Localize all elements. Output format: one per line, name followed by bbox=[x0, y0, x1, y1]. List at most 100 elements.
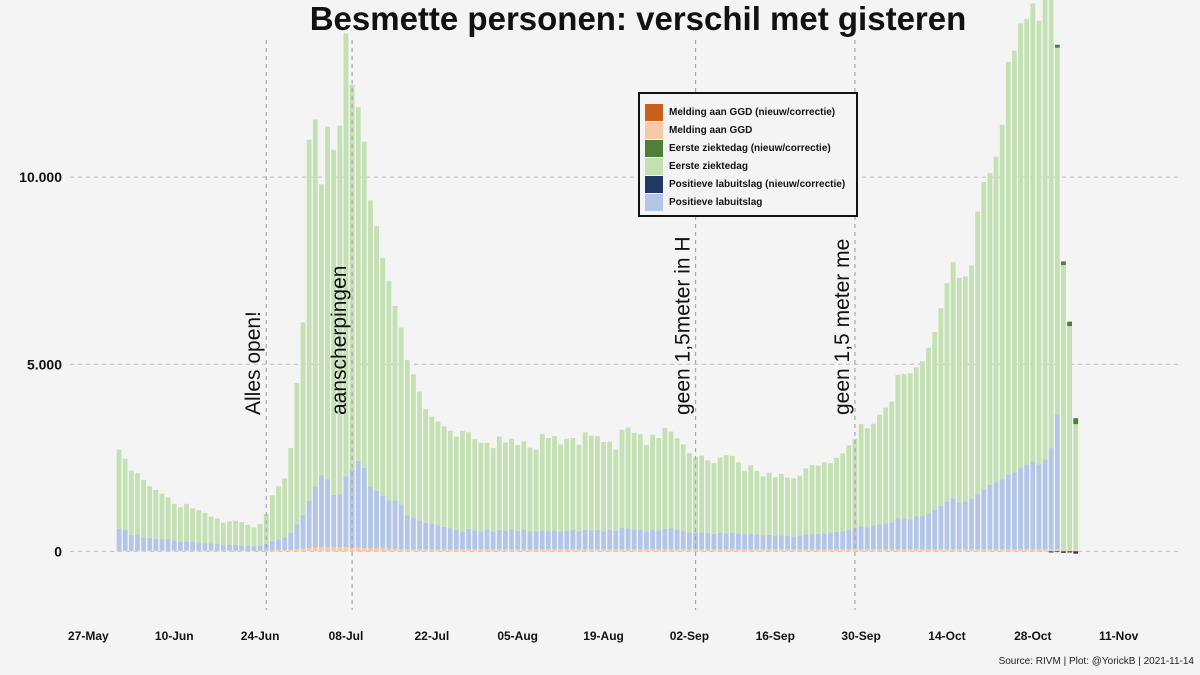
bar-pos_new bbox=[1048, 551, 1054, 553]
x-tick-label: 02-Sep bbox=[670, 629, 709, 643]
bar-ggd bbox=[515, 549, 521, 552]
bar-eerste bbox=[447, 430, 453, 529]
bar-eerste bbox=[877, 414, 882, 525]
bar-eerste bbox=[631, 432, 637, 530]
legend-item-pos-new: Positieve labuitslag (nieuw/correctie) bbox=[645, 175, 856, 193]
bar-eerste bbox=[411, 374, 416, 518]
annotations-layer: Alles open! aanscherpingen geen 1,5meter i… bbox=[242, 40, 856, 610]
bar-ggd bbox=[687, 549, 692, 552]
bar-ggd bbox=[595, 549, 600, 552]
bar-ggd bbox=[202, 550, 208, 552]
bar-ggd bbox=[220, 550, 226, 552]
bar-ggd bbox=[411, 549, 416, 552]
legend-item-ggd: Melding aan GGD bbox=[645, 121, 856, 139]
bar-eerste bbox=[539, 433, 545, 531]
bar-ggd bbox=[423, 549, 429, 552]
bar-eerste bbox=[527, 447, 533, 532]
bar-ggd bbox=[754, 549, 760, 552]
bar-ggd bbox=[294, 549, 300, 552]
bar-pos bbox=[920, 515, 925, 550]
bar-eerste bbox=[355, 107, 361, 461]
bar-pos bbox=[760, 535, 766, 550]
bar-ggd bbox=[558, 549, 563, 552]
bar-eerste bbox=[135, 473, 140, 535]
bar-ggd bbox=[325, 547, 330, 552]
bar-pos bbox=[539, 530, 545, 550]
bar-ggd bbox=[343, 547, 349, 552]
bar-pos bbox=[662, 528, 668, 550]
legend-item-eerste: Eerste ziektedag bbox=[645, 157, 856, 175]
bar-pos bbox=[907, 519, 913, 550]
x-tick-label: 30-Sep bbox=[841, 629, 880, 643]
bar-eerste bbox=[466, 432, 472, 529]
bar-pos bbox=[435, 525, 441, 550]
bar-ggd bbox=[521, 549, 527, 552]
bar-eerste bbox=[1018, 23, 1023, 468]
axis-layer: 0 5.000 10.000 27-May 10-Jun 24-Jun 08-Jul 22-J… bbox=[19, 169, 1139, 643]
bar-pos bbox=[325, 479, 330, 548]
bar-pos bbox=[650, 529, 655, 550]
bar-ggd bbox=[196, 550, 202, 552]
bar-eerste bbox=[785, 477, 790, 537]
bar-eerste bbox=[184, 503, 189, 542]
bar-ggd bbox=[791, 549, 797, 552]
bar-eerste bbox=[883, 407, 889, 524]
bar-ggd bbox=[821, 549, 827, 552]
bar-eerste bbox=[754, 470, 760, 535]
bar-eerste bbox=[190, 508, 196, 543]
bar-ggd bbox=[135, 550, 140, 552]
bar-eerste bbox=[588, 435, 594, 531]
bar-pos bbox=[687, 532, 692, 550]
bar-eerste bbox=[920, 361, 925, 516]
bar-eerste bbox=[423, 409, 429, 523]
bar-ggd bbox=[1067, 549, 1073, 552]
bar-ggd bbox=[723, 549, 729, 552]
legend-label-ggd-new: Melding aan GGD (nieuw/correctie) bbox=[669, 106, 836, 118]
bar-eerste_new bbox=[1054, 44, 1060, 48]
legend-label-eerste-new: Eerste ziektedag (nieuw/correctie) bbox=[669, 142, 831, 154]
bar-eerste bbox=[926, 347, 931, 514]
bar-eerste bbox=[380, 258, 386, 496]
bar-eerste bbox=[668, 431, 674, 529]
bar-ggd bbox=[705, 549, 711, 552]
bar-eerste bbox=[245, 524, 251, 546]
bar-eerste bbox=[956, 277, 962, 503]
bar-ggd bbox=[177, 550, 183, 552]
x-tick-label: 24-Jun bbox=[241, 629, 280, 643]
bar-ggd bbox=[944, 549, 950, 552]
bar-pos bbox=[282, 537, 288, 550]
bar-ggd bbox=[999, 549, 1005, 552]
bar-ggd bbox=[337, 547, 343, 552]
bar-eerste bbox=[797, 475, 803, 536]
bar-ggd bbox=[1073, 549, 1079, 552]
bar-ggd bbox=[625, 549, 631, 552]
bar-eerste bbox=[858, 424, 864, 527]
bar-pos bbox=[509, 529, 514, 550]
bar-eerste bbox=[1024, 18, 1030, 465]
x-tick-label: 14-Oct bbox=[928, 629, 965, 643]
bar-ggd bbox=[950, 549, 956, 552]
bar-ggd bbox=[478, 549, 484, 552]
bar-eerste bbox=[1048, 0, 1054, 449]
bar-ggd bbox=[926, 549, 931, 552]
bar-eerste bbox=[552, 436, 557, 531]
bar-ggd bbox=[975, 549, 981, 552]
bar-pos bbox=[631, 529, 637, 550]
bar-ggd bbox=[417, 549, 422, 552]
bar-pos bbox=[503, 530, 508, 550]
bar-pos bbox=[220, 544, 226, 551]
bar-eerste bbox=[533, 449, 539, 532]
bar-pos bbox=[331, 494, 337, 548]
bar-eerste bbox=[251, 527, 257, 547]
bar-ggd bbox=[956, 549, 962, 552]
bar-pos bbox=[417, 520, 422, 550]
bar-ggd bbox=[828, 549, 833, 552]
bar-pos bbox=[153, 538, 159, 551]
annotation-label: Alles open! bbox=[242, 311, 265, 415]
bars-layer bbox=[116, 0, 1079, 554]
bar-ggd bbox=[441, 549, 447, 552]
bar-pos bbox=[257, 545, 263, 551]
bar-ggd bbox=[319, 547, 324, 552]
bar-ggd bbox=[288, 549, 294, 552]
bar-eerste_new bbox=[1067, 321, 1073, 327]
